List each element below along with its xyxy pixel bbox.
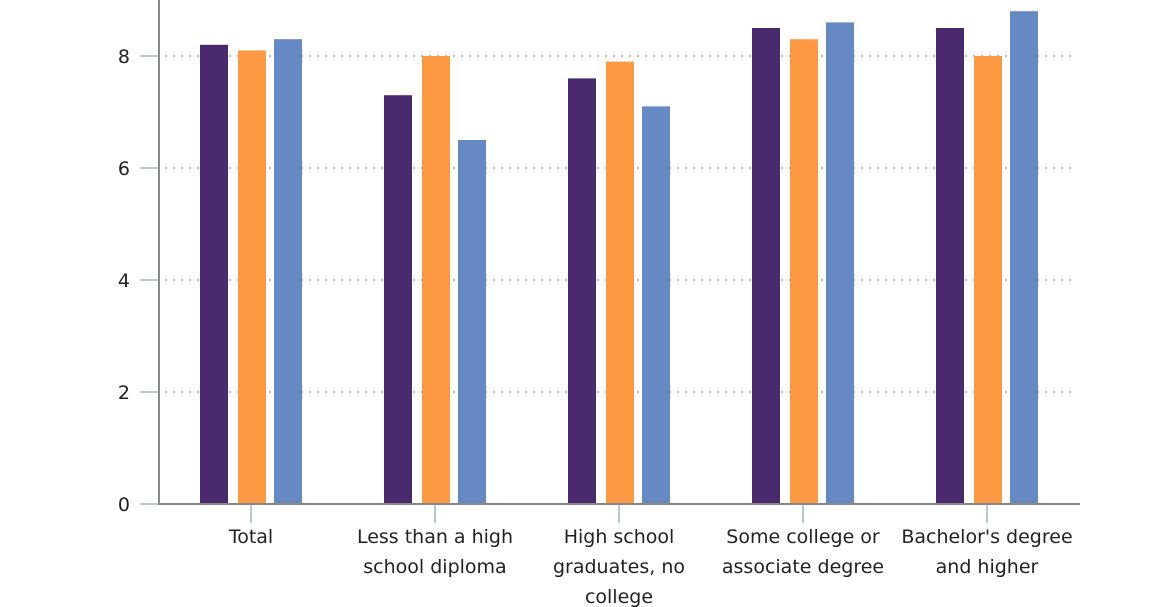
bar-series-3	[826, 22, 854, 505]
x-category-label: Some college or associate degree	[722, 526, 884, 578]
bar-series-2	[790, 39, 818, 504]
x-category-label-line: and higher	[936, 556, 1039, 578]
bar-series-1	[200, 44, 228, 505]
x-category-label-line: Some college or	[726, 526, 880, 548]
labels: 0 2 4 6 8 Total Less than a high school diploma…	[118, 46, 1073, 607]
y-tick-label: 0	[118, 494, 130, 516]
bar-series-3	[458, 140, 486, 504]
y-tick-label: 2	[118, 382, 130, 404]
x-category-label-line: college	[585, 586, 653, 607]
axes	[140, 0, 1080, 523]
x-category-label: Total	[228, 526, 273, 548]
x-category-label: Bachelor's degree and higher	[901, 526, 1072, 578]
bars	[200, 11, 1038, 505]
bar-series-2	[422, 56, 450, 504]
bar-series-2	[238, 50, 266, 505]
x-category-label-line: associate degree	[722, 556, 884, 578]
x-category-label-line: Less than a high	[357, 526, 513, 548]
x-category-label-line: graduates, no	[553, 556, 685, 578]
y-tick-label: 6	[118, 158, 130, 180]
x-category-label: Less than a high school diploma	[357, 526, 513, 578]
x-category-label-line: school diploma	[363, 556, 506, 578]
bar-series-3	[642, 106, 670, 505]
bar-series-3	[1010, 11, 1038, 504]
y-tick-label: 8	[118, 46, 130, 68]
bar-series-2	[606, 61, 634, 504]
x-category-label-line: High school	[564, 526, 675, 548]
bar-series-1	[752, 28, 780, 504]
x-category-label-line: Bachelor's degree	[901, 526, 1072, 548]
bar-series-1	[384, 95, 412, 504]
bar-series-2	[974, 56, 1002, 504]
bar-series-1	[568, 78, 596, 505]
y-tick-label: 4	[118, 270, 130, 292]
bar-series-1	[936, 28, 964, 504]
x-category-label-line: Total	[228, 526, 273, 548]
x-category-label: High school graduates, no college	[553, 526, 685, 607]
bar-series-3	[274, 39, 302, 504]
